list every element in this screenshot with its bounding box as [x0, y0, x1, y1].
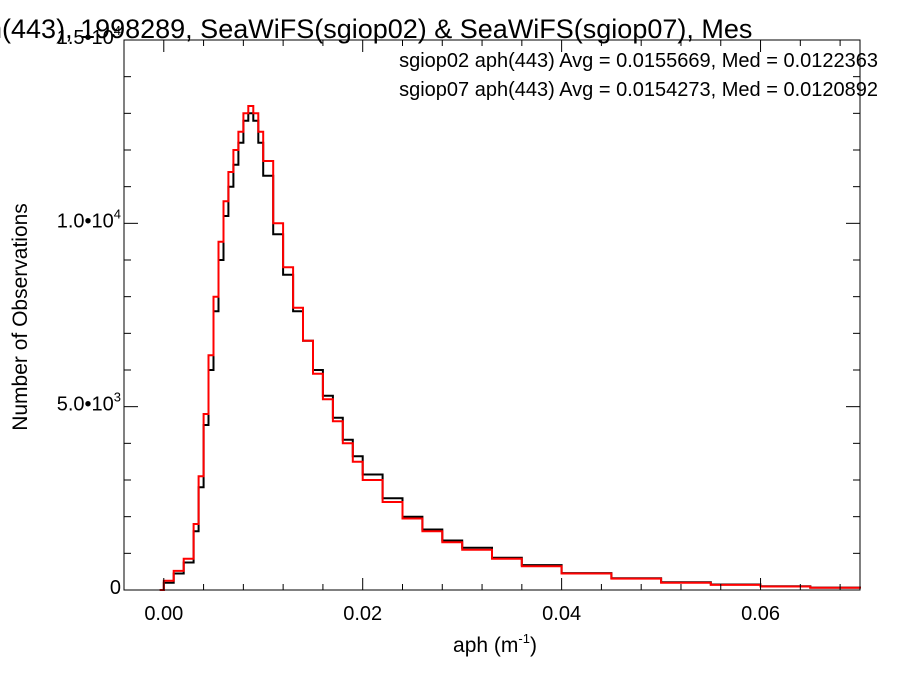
legend-sgiop02-annotation: sgiop02 aph(443) Avg = 0.0155669, Med = …	[399, 50, 878, 72]
y-axis-label: Number of Observations	[9, 203, 32, 431]
plot-frame	[123, 39, 861, 591]
y-tick-label: 1.0•104	[57, 206, 121, 232]
x-tick-label: 0.04	[542, 603, 581, 625]
chart-title: ph(443), 1998289, SeaWiFS(sgiop02) & Sea…	[0, 14, 752, 44]
y-tick-label: 0	[110, 577, 121, 599]
axes: 0.00 0.02 0.04 0.06 0 5.0•103 1.0•104 1.5•104	[57, 23, 861, 625]
x-tick-label: 0.02	[343, 603, 382, 625]
x-axis-label-exponent: -1	[518, 631, 530, 646]
series-line-sgiop02	[159, 112, 861, 591]
x-axis-label-text: aph (m	[453, 634, 518, 657]
y-tick-label: 1.5•104	[57, 23, 121, 49]
series-line-sgiop07	[159, 105, 861, 591]
x-axis-label-close: )	[530, 634, 537, 657]
plot-area	[159, 105, 861, 591]
y-tick-label: 5.0•103	[57, 390, 121, 416]
x-axis-label: aph (m-1)	[453, 631, 537, 657]
x-tick-label: 0.06	[741, 603, 780, 625]
legend-sgiop07-annotation: sgiop07 aph(443) Avg = 0.0154273, Med = …	[399, 79, 878, 101]
x-tick-label: 0.00	[144, 603, 183, 625]
